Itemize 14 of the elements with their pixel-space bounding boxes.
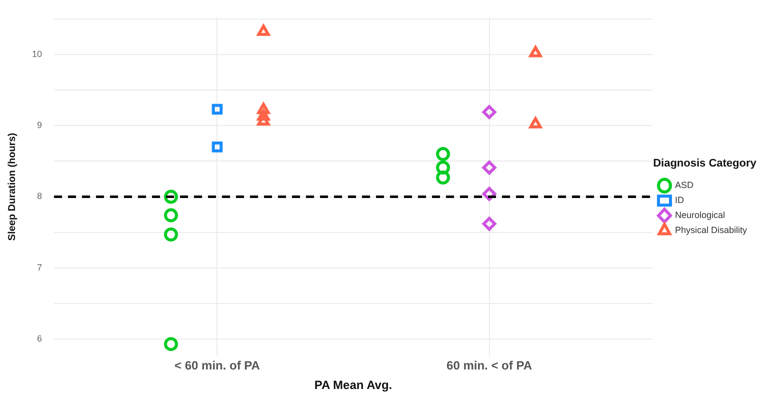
x-tick-label: < 60 min. of PA <box>174 358 260 373</box>
legend-label: Physical Disability <box>674 225 748 236</box>
legend-label: ID <box>674 195 684 206</box>
y-axis-title: Sleep Duration (hours) <box>6 132 18 241</box>
x-axis-title: PA Mean Avg. <box>314 378 392 392</box>
legend-title: Diagnosis Category <box>653 157 758 170</box>
y-tick-label: 8 <box>36 191 42 202</box>
legend-label: ASD <box>674 180 694 190</box>
y-tick-label: 9 <box>36 120 42 130</box>
y-tick-label: 6 <box>36 334 42 344</box>
x-tick-label: 60 min. < of PA <box>446 358 532 373</box>
legend-label: Neurological <box>674 210 726 220</box>
y-tick-label: 7 <box>36 262 42 272</box>
y-tick-label: 10 <box>32 48 42 59</box>
